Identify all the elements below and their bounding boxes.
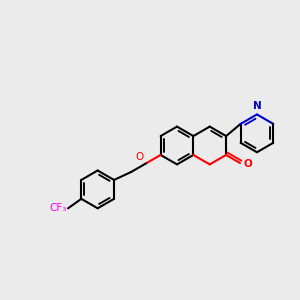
Text: O: O: [243, 160, 252, 170]
Text: CF₃: CF₃: [49, 203, 67, 213]
Text: O: O: [136, 152, 144, 162]
Text: N: N: [253, 101, 261, 111]
